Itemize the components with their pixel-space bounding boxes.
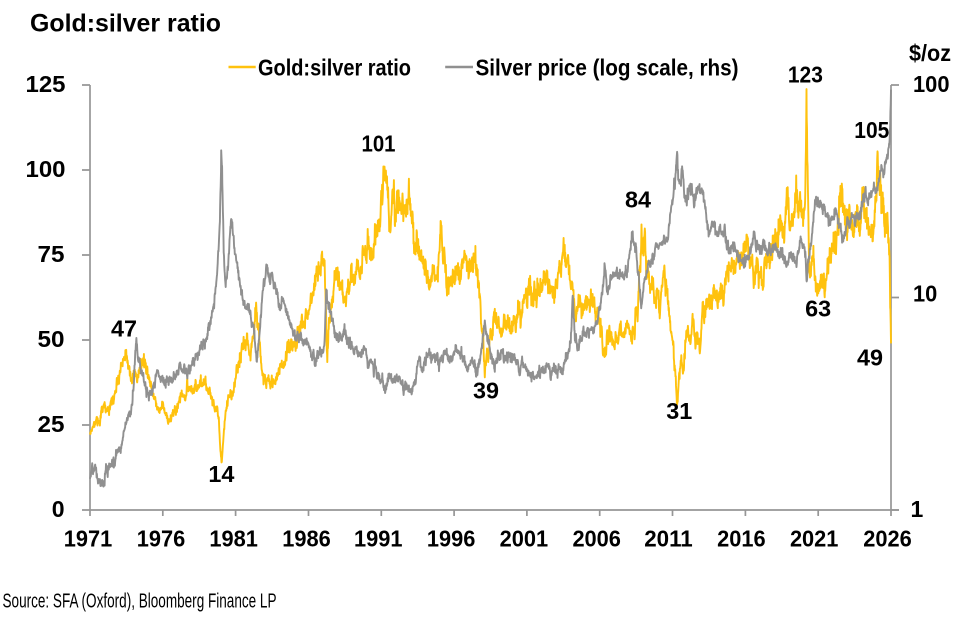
svg-text:123: 123 — [788, 62, 823, 88]
svg-text:2016: 2016 — [717, 525, 766, 551]
svg-text:47: 47 — [111, 316, 137, 342]
svg-text:100: 100 — [26, 156, 66, 182]
svg-text:39: 39 — [473, 378, 499, 404]
svg-text:25: 25 — [38, 411, 65, 437]
svg-text:14: 14 — [208, 461, 234, 487]
svg-text:1986: 1986 — [282, 525, 331, 551]
svg-text:2011: 2011 — [644, 525, 693, 551]
svg-text:84: 84 — [625, 186, 651, 212]
svg-text:31: 31 — [666, 398, 692, 424]
svg-text:100: 100 — [913, 71, 950, 97]
svg-text:49: 49 — [857, 345, 883, 371]
svg-text:1: 1 — [911, 496, 924, 522]
svg-text:75: 75 — [38, 241, 65, 267]
svg-text:1976: 1976 — [137, 525, 186, 551]
svg-text:0: 0 — [52, 496, 65, 522]
svg-text:$/oz: $/oz — [909, 40, 951, 66]
svg-text:2026: 2026 — [863, 525, 912, 551]
svg-text:Silver price (log scale, rhs): Silver price (log scale, rhs) — [476, 55, 739, 81]
svg-text:Source: SFA (Oxford), Bloomber: Source: SFA (Oxford), Bloomberg Finance … — [3, 591, 277, 613]
svg-text:1991: 1991 — [354, 525, 403, 551]
svg-text:1996: 1996 — [427, 525, 476, 551]
svg-text:2006: 2006 — [572, 525, 621, 551]
svg-text:50: 50 — [38, 326, 65, 352]
svg-text:1971: 1971 — [64, 525, 113, 551]
svg-text:10: 10 — [913, 281, 937, 307]
svg-text:125: 125 — [26, 71, 66, 97]
svg-text:2021: 2021 — [790, 525, 839, 551]
svg-text:1981: 1981 — [209, 525, 258, 551]
svg-text:2001: 2001 — [500, 525, 549, 551]
svg-text:Gold:silver ratio: Gold:silver ratio — [30, 10, 221, 38]
svg-text:Gold:silver ratio: Gold:silver ratio — [258, 55, 411, 81]
svg-text:105: 105 — [854, 117, 889, 143]
svg-text:63: 63 — [805, 296, 831, 322]
svg-text:101: 101 — [362, 130, 396, 156]
